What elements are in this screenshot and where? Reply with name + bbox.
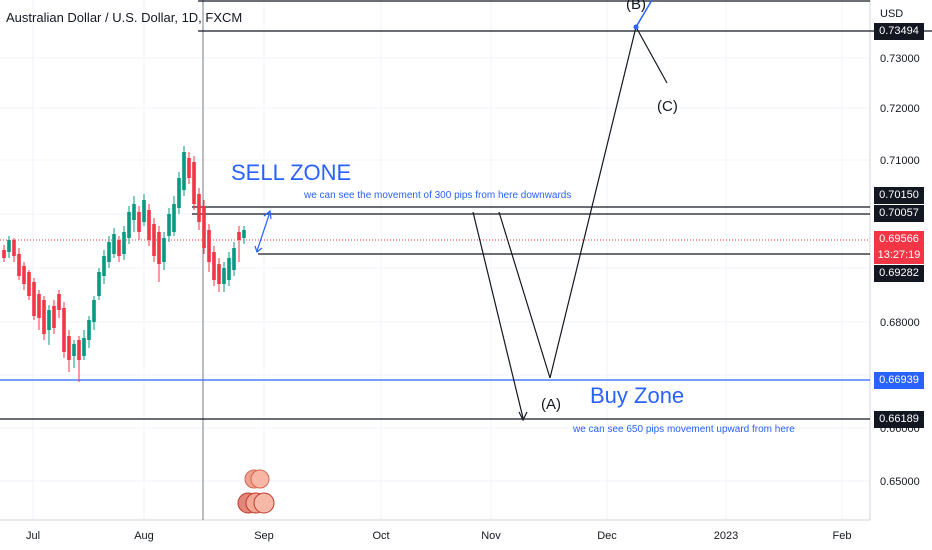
candle-body [12,240,16,256]
candle-body [27,272,31,296]
drop-arrow-head [518,411,528,422]
time-tick-label: Nov [481,530,501,542]
candle-body [62,308,66,352]
candle-body [222,268,226,284]
candle-body [82,338,86,356]
price-tag-support: 0.69282 [874,265,924,282]
candle-body [227,258,231,280]
candle-body [147,210,151,240]
candle-body [42,300,46,334]
time-tick-label: Dec [597,530,617,542]
sell-zone-note[interactable]: we can see the movement of 300 pips from… [304,190,572,201]
candle-body [87,320,91,340]
candle-body [52,306,56,328]
candle-body [187,158,191,178]
candle-body [127,212,131,238]
time-tick-label: Sep [254,530,274,542]
candle-body [122,232,126,254]
candle-body [217,264,221,284]
candle-body [57,294,61,310]
candle-body [237,232,241,240]
candle-body [212,252,216,280]
candle-body [117,240,121,256]
wave-b-point[interactable] [633,24,639,30]
candle-body [232,248,236,270]
candle-body [132,204,136,220]
sell-zone-arrow-tail [254,245,263,254]
candles [2,146,246,382]
time-tick-label: 2023 [714,530,738,542]
candle-body [242,230,246,238]
candle-body [157,232,161,264]
price-tick-label: 0.72000 [880,103,920,115]
sell-zone-arrow[interactable] [256,211,271,252]
candle-body [112,234,116,254]
currency-label: USD [880,8,904,20]
candle-body [67,336,71,360]
buy-zone-note[interactable]: we can see 650 pips movement upward from… [573,424,795,435]
chart-title: Australian Dollar / U.S. Dollar, 1D, FXC… [6,10,243,25]
buy-zone-label[interactable]: Buy Zone [590,383,685,408]
price-tag-sell-low: 0.70057 [874,205,924,222]
price-tag-sell-high: 0.70150 [874,187,924,204]
candle-body [7,240,11,252]
price-tag-countdown: 13:27:19 [874,247,924,264]
candle-body [137,212,141,232]
price-tick-label: 0.65000 [880,476,920,488]
price-tick-label: 0.71000 [880,155,920,167]
price-tag-current: 0.69566 [874,231,924,248]
time-tick-label: Feb [833,530,852,542]
candle-body [47,310,51,330]
price-tag-top: 0.73494 [874,23,924,40]
price-tick-label: 0.73000 [880,53,920,65]
candle-body [102,256,106,276]
candle-body [107,242,111,262]
candle-body [182,152,186,190]
candle-body [167,214,171,236]
sell-zone-arrow-head [263,209,272,220]
economic-events-flags[interactable] [237,469,275,514]
candle-body [92,300,96,322]
candle-body [142,200,146,222]
sell-zone-label[interactable]: SELL ZONE [231,160,352,185]
wave-c-label[interactable]: (C) [657,98,678,115]
candle-body [32,282,36,316]
wave-c-line[interactable] [635,26,668,84]
time-tick-label: Aug [134,530,154,542]
candle-body [162,238,166,262]
time-tick-label: Jul [26,530,40,542]
time-tick-label: Oct [372,530,389,542]
price-tick-label: 0.68000 [880,317,920,329]
drop-line-1[interactable] [472,211,524,419]
wave-b-label[interactable]: (B) [626,0,646,13]
price-tag-buy-low: 0.66189 [874,411,924,428]
candle-body [37,294,41,318]
candle-body [172,204,176,232]
candle-body [22,266,26,284]
wave-projection[interactable] [472,26,668,419]
price-tag-blue-line: 0.66939 [874,372,924,389]
candle-body [2,250,6,258]
candle-body [197,194,201,222]
candle-body [192,162,196,204]
candle-body [177,178,181,208]
wave-b-blue-line[interactable] [635,0,653,28]
candle-body [77,340,81,360]
candle-body [202,206,206,248]
rise-line[interactable] [549,26,637,379]
candle-body [17,254,21,276]
candle-body [97,272,101,296]
candle-body [207,230,211,262]
candle-body [72,344,76,356]
candle-body [152,224,156,256]
drop-line-2[interactable] [498,211,551,379]
wave-a-label[interactable]: (A) [541,396,561,413]
